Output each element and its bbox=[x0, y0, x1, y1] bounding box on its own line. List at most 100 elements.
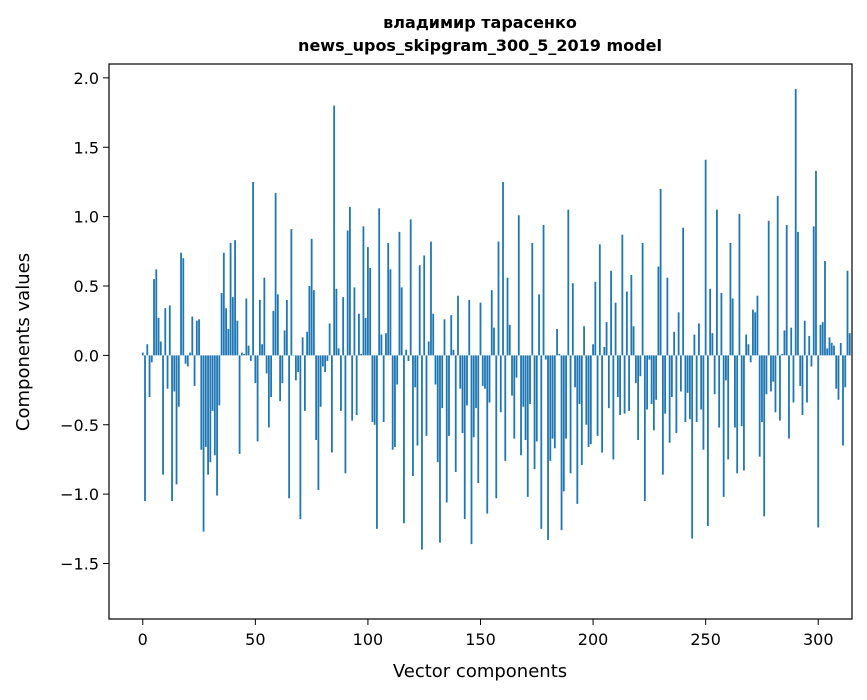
bar bbox=[712, 333, 714, 355]
bar bbox=[748, 344, 750, 355]
bar bbox=[432, 314, 434, 356]
bar bbox=[648, 355, 650, 359]
bar bbox=[484, 355, 486, 388]
bar bbox=[833, 346, 835, 356]
bar bbox=[455, 355, 457, 472]
bar bbox=[241, 353, 243, 356]
bar bbox=[657, 267, 659, 356]
bar bbox=[775, 355, 777, 412]
bar bbox=[585, 355, 587, 424]
bar bbox=[473, 355, 475, 437]
bar bbox=[545, 355, 547, 359]
bar bbox=[583, 326, 585, 355]
bar bbox=[831, 343, 833, 355]
bar bbox=[714, 355, 716, 394]
bar bbox=[786, 225, 788, 355]
bar bbox=[633, 326, 635, 355]
bar bbox=[502, 182, 504, 355]
bar bbox=[736, 355, 738, 473]
bar bbox=[646, 355, 648, 409]
chart-subtitle: news_upos_skipgram_300_5_2019 model bbox=[298, 36, 662, 55]
bar bbox=[732, 298, 734, 355]
bar bbox=[387, 243, 389, 355]
bar bbox=[146, 344, 148, 355]
bar bbox=[412, 355, 414, 476]
bar bbox=[209, 355, 211, 462]
bar bbox=[777, 196, 779, 356]
bar bbox=[171, 355, 173, 501]
bar bbox=[703, 355, 705, 449]
bar bbox=[277, 294, 279, 355]
bar bbox=[414, 355, 416, 387]
bar bbox=[723, 355, 725, 497]
bar bbox=[781, 354, 783, 355]
bar bbox=[408, 355, 410, 361]
y-axis-label: Components values bbox=[13, 253, 34, 431]
bar bbox=[513, 355, 515, 438]
bar bbox=[705, 160, 707, 356]
bar bbox=[757, 296, 759, 356]
bar bbox=[196, 321, 198, 356]
bar bbox=[450, 315, 452, 355]
bar bbox=[153, 279, 155, 355]
bar bbox=[342, 297, 344, 355]
y-tick-label: 1.0 bbox=[74, 208, 99, 227]
bar bbox=[457, 296, 459, 356]
bar bbox=[363, 226, 365, 355]
bar bbox=[327, 355, 329, 361]
bar bbox=[498, 242, 500, 356]
bar bbox=[173, 355, 175, 391]
bar bbox=[768, 221, 770, 356]
bar bbox=[390, 269, 392, 355]
bar bbox=[297, 355, 299, 372]
bar bbox=[178, 355, 180, 406]
bar bbox=[793, 355, 795, 402]
bar bbox=[421, 355, 423, 549]
bar bbox=[754, 312, 756, 355]
bar bbox=[164, 308, 166, 355]
bar bbox=[660, 189, 662, 356]
bar bbox=[299, 355, 301, 519]
bar bbox=[534, 355, 536, 469]
bar bbox=[495, 355, 497, 498]
bar bbox=[716, 210, 718, 356]
bar bbox=[721, 293, 723, 355]
bar bbox=[306, 332, 308, 356]
bar bbox=[689, 355, 691, 419]
bar bbox=[331, 355, 333, 452]
bar bbox=[493, 328, 495, 356]
bar bbox=[817, 355, 819, 527]
bar bbox=[435, 355, 437, 384]
bar bbox=[601, 355, 603, 452]
bar bbox=[333, 106, 335, 356]
bar bbox=[509, 325, 511, 356]
bar bbox=[358, 314, 360, 356]
bar bbox=[462, 355, 464, 433]
bar bbox=[554, 355, 556, 448]
bar bbox=[599, 244, 601, 355]
bar bbox=[543, 225, 545, 355]
bar bbox=[417, 355, 419, 445]
bar bbox=[804, 321, 806, 356]
bar bbox=[691, 355, 693, 538]
bar bbox=[155, 269, 157, 355]
bar bbox=[813, 226, 815, 355]
bar bbox=[191, 317, 193, 356]
y-tick-label: 2.0 bbox=[74, 69, 99, 88]
bar bbox=[385, 333, 387, 355]
bar bbox=[257, 355, 259, 441]
bar bbox=[666, 278, 668, 356]
y-tick-label: −0.5 bbox=[60, 416, 99, 435]
bar bbox=[802, 355, 804, 415]
bar bbox=[322, 355, 324, 366]
bar bbox=[531, 243, 533, 355]
bar bbox=[561, 355, 563, 530]
bar bbox=[630, 275, 632, 355]
bar bbox=[847, 271, 849, 356]
bar bbox=[284, 330, 286, 355]
bar bbox=[799, 355, 801, 386]
bar bbox=[459, 355, 461, 388]
bar bbox=[466, 355, 468, 405]
bar bbox=[203, 355, 205, 531]
bar bbox=[207, 355, 209, 474]
